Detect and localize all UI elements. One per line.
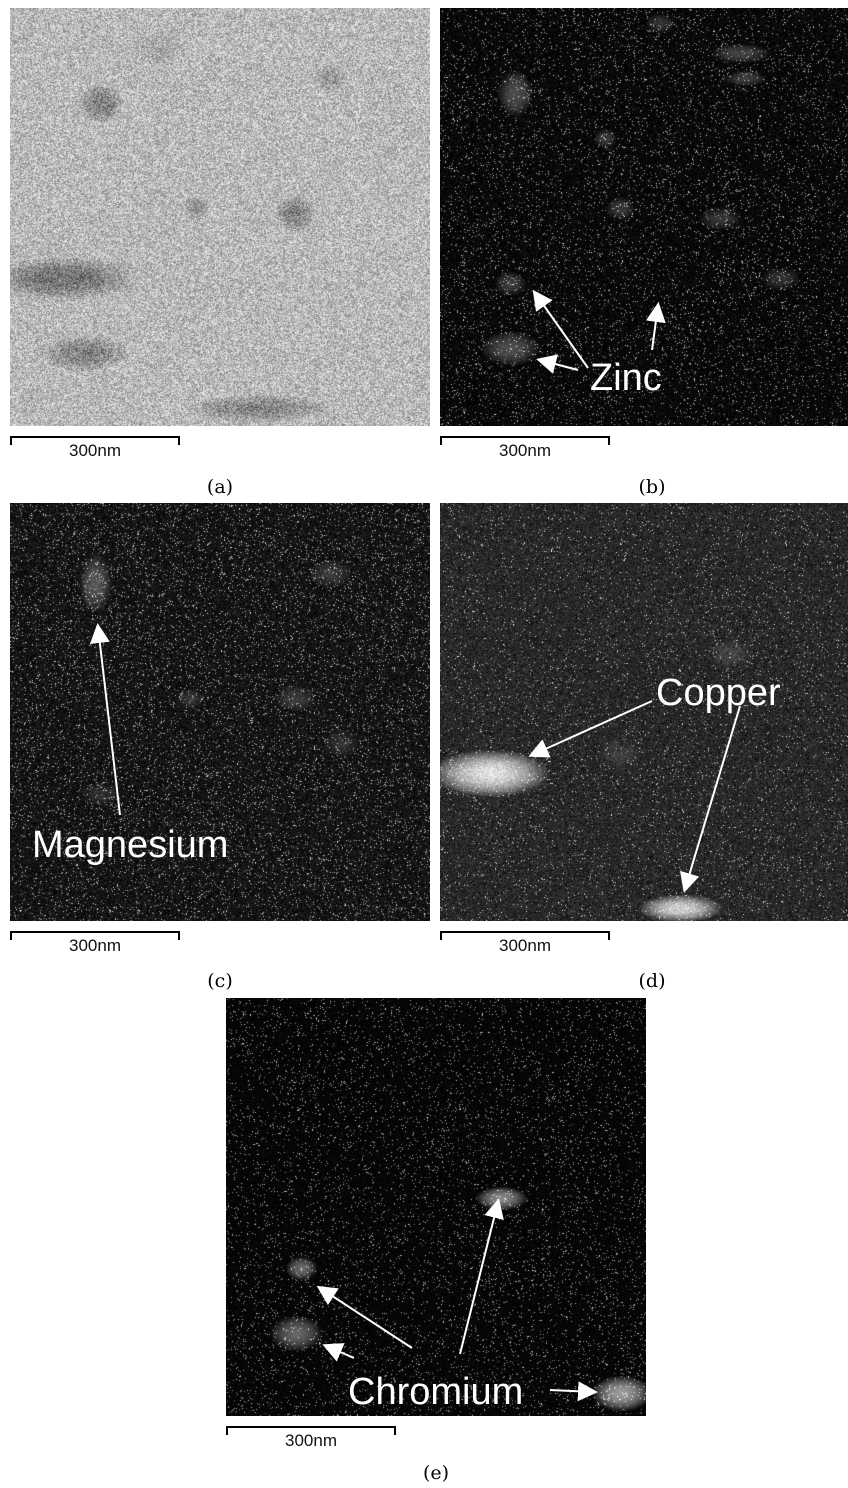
arrow-line: [322, 1343, 355, 1362]
arrow-line: [680, 705, 741, 893]
magnesium-annotation-layer: Magnesium: [32, 623, 228, 866]
arrow-line: [549, 1381, 598, 1402]
scale-bar-label: 300nm: [69, 441, 121, 460]
caption-c: (c): [207, 970, 233, 992]
panel-e: Chromium 300nm: [226, 998, 646, 1458]
panel-b: Zinc 300nm: [440, 8, 848, 478]
arrow-line: [459, 1198, 504, 1355]
zinc-label: Zinc: [590, 357, 662, 399]
chromium-label: Chromium: [348, 1371, 523, 1413]
scale-bar-label: 300nm: [285, 1431, 337, 1450]
magnesium-label: Magnesium: [32, 824, 228, 866]
micrograph-copper-map: [440, 503, 848, 921]
scale-bar: 300nm: [440, 927, 610, 957]
caption-e: (e): [422, 1462, 450, 1484]
arrow-line: [536, 354, 579, 374]
micrograph-magnesium-map: [10, 503, 430, 921]
micrograph-bright-field: [10, 8, 430, 426]
arrow-line: [532, 289, 589, 369]
micrograph-chromium-map: [226, 998, 646, 1416]
caption-d: (d): [638, 970, 666, 992]
arrow-line: [528, 700, 653, 758]
scale-bar: 300nm: [10, 432, 180, 462]
caption-a: (a): [206, 476, 234, 498]
arrow-line: [89, 623, 121, 816]
panel-c: Magnesium 300nm: [10, 503, 430, 973]
caption-b: (b): [638, 476, 666, 498]
scale-bar-label: 300nm: [69, 936, 121, 955]
arrow-line: [645, 302, 666, 351]
micrograph-zinc-map: [440, 8, 848, 426]
copper-annotation-layer: Copper: [528, 672, 781, 893]
panel-a: 300nm: [10, 8, 430, 478]
scale-bar: 300nm: [10, 927, 180, 957]
scale-bar-label: 300nm: [499, 441, 551, 460]
scale-bar: 300nm: [226, 1422, 396, 1452]
scale-bar-label: 300nm: [499, 936, 551, 955]
copper-label: Copper: [656, 672, 781, 714]
panel-d: Copper 300nm: [440, 503, 848, 973]
scale-bar: 300nm: [440, 432, 610, 462]
zinc-annotation-layer: Zinc: [532, 289, 666, 399]
arrow-line: [316, 1285, 413, 1349]
chromium-annotation-layer: Chromium: [316, 1198, 598, 1413]
